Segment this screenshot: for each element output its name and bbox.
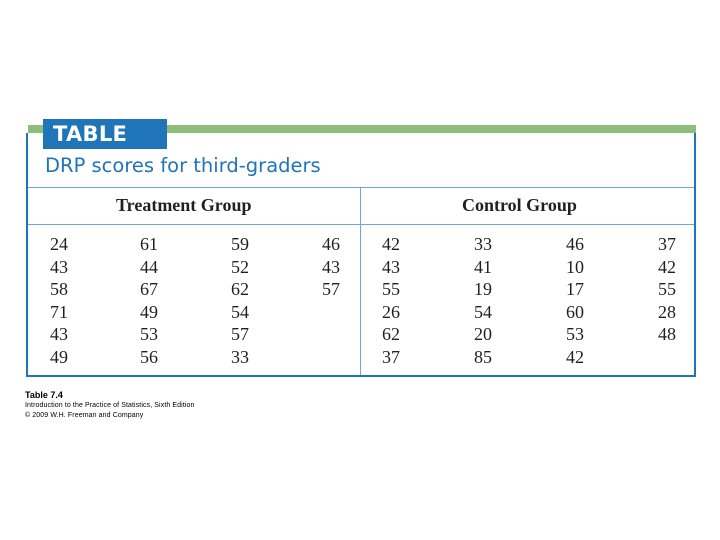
- table-cell: 57: [231, 324, 249, 344]
- table-cell: 10: [566, 256, 584, 277]
- table-cell: 54: [474, 301, 492, 322]
- table-cell: 43: [50, 324, 68, 344]
- footer-title: Table 7.4: [25, 390, 63, 400]
- table-cell: 49: [50, 346, 68, 367]
- table-cell: 61: [140, 234, 158, 254]
- table-top-accent-bar: [28, 125, 696, 133]
- table-cell: 62: [231, 279, 249, 299]
- table-cell: 48: [658, 324, 676, 344]
- table-cell: 52: [231, 256, 249, 277]
- table-cell: 85: [474, 346, 492, 367]
- table-cell: 46: [566, 234, 584, 254]
- table-cell: 67: [140, 279, 158, 299]
- table-cell: 24: [50, 234, 68, 254]
- table-cell: 57: [322, 279, 340, 299]
- table-cell: 33: [474, 234, 492, 254]
- table-cell: 62: [382, 324, 400, 344]
- table-cell: 42: [566, 346, 584, 367]
- table-cell: 37: [658, 234, 676, 254]
- table-cell: 42: [382, 234, 400, 254]
- table-cell: 53: [566, 324, 584, 344]
- footer-source: Introduction to the Practice of Statisti…: [25, 402, 195, 409]
- table-cell: 60: [566, 301, 584, 322]
- footer-copyright: © 2009 W.H. Freeman and Company: [25, 412, 144, 419]
- table-cell: 37: [382, 346, 400, 367]
- table-cell: 55: [382, 279, 400, 299]
- table-cell: 43: [382, 256, 400, 277]
- table-cell: 19: [474, 279, 492, 299]
- table-cell: 26: [382, 301, 400, 322]
- table-caption: DRP scores for third-graders: [45, 154, 321, 177]
- table-cell: 41: [474, 256, 492, 277]
- table-cell: 28: [658, 301, 676, 322]
- table-cell: 71: [50, 301, 68, 322]
- table-cell: 43: [322, 256, 340, 277]
- table-frame: [26, 133, 696, 377]
- table-cell: 53: [140, 324, 158, 344]
- caption-divider: [28, 187, 694, 188]
- table-cell: 43: [50, 256, 68, 277]
- table-cell: 42: [658, 256, 676, 277]
- table-cell: 55: [658, 279, 676, 299]
- table-cell: 59: [231, 234, 249, 254]
- table-number-label: TABLE 7.4: [43, 119, 167, 176]
- header-divider: [28, 224, 694, 225]
- control-group-header: Control Group: [462, 195, 577, 215]
- table-cell: 33: [231, 346, 249, 367]
- treatment-group-header: Treatment Group: [116, 195, 252, 215]
- table-cell: 20: [474, 324, 492, 344]
- table-cell: 44: [140, 256, 158, 277]
- table-cell: 54: [231, 301, 249, 322]
- group-divider: [360, 188, 361, 375]
- table-cell: 46: [322, 234, 340, 254]
- table-cell: 58: [50, 279, 68, 299]
- table-cell: 17: [566, 279, 584, 299]
- table-cell: 56: [140, 346, 158, 367]
- table-cell: 49: [140, 301, 158, 322]
